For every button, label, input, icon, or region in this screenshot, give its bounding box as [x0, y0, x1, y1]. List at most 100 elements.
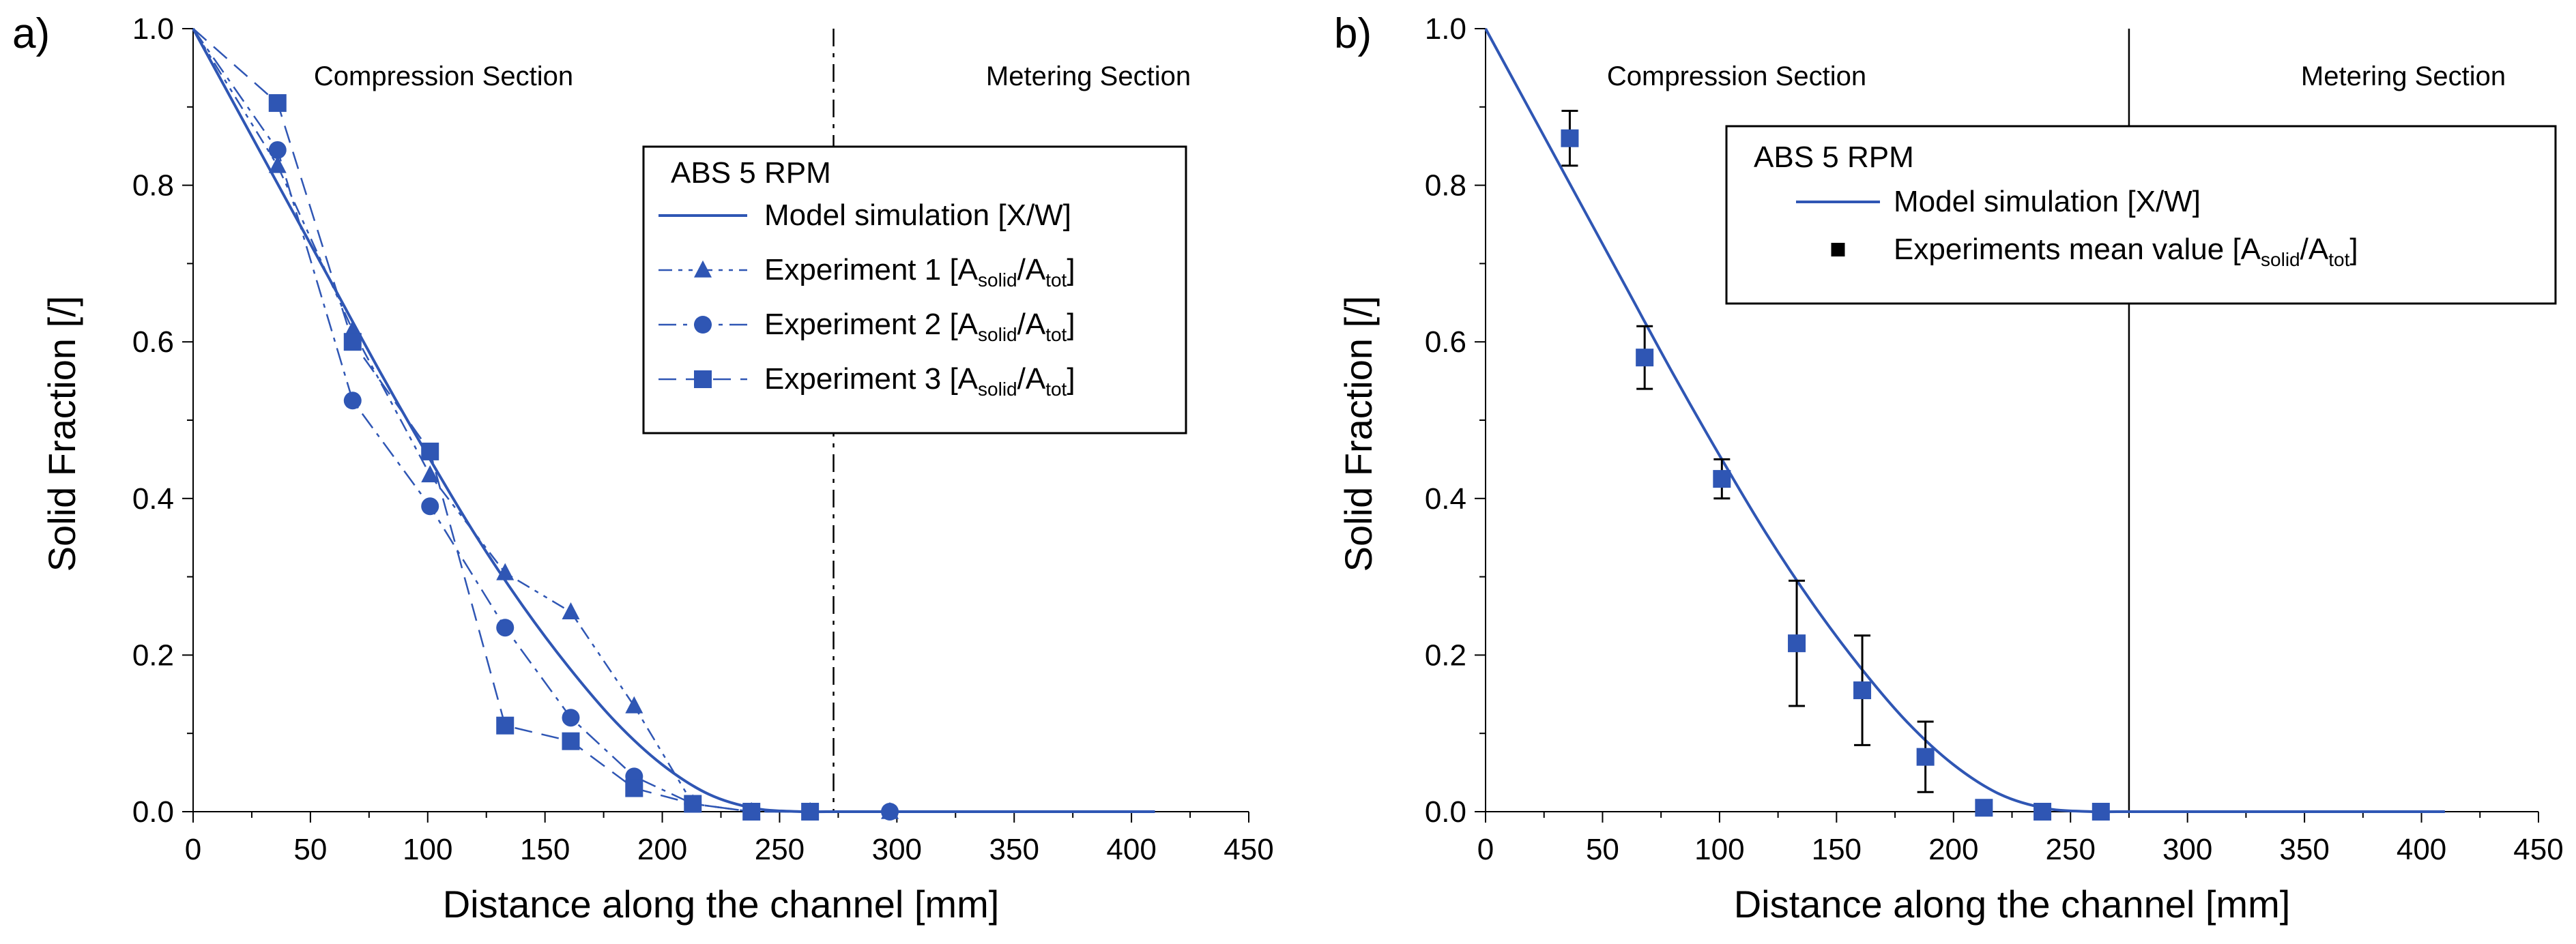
experiment-line — [192, 28, 811, 813]
legend-subscript: tot — [1045, 269, 1067, 291]
x-tick-label: 350 — [2279, 833, 2329, 866]
data-point — [562, 732, 580, 750]
data-point — [562, 602, 580, 619]
x-tick-label: 300 — [872, 833, 922, 866]
data-point — [343, 333, 362, 351]
data-point — [496, 619, 515, 637]
data-point — [496, 716, 515, 735]
x-tick-label: 0 — [185, 833, 201, 866]
series-1 — [1561, 110, 2110, 821]
x-tick-label: 400 — [2397, 833, 2446, 866]
legend-text: /A — [1017, 253, 1046, 286]
section-label-metering: Metering Section — [2301, 61, 2506, 91]
x-tick-label: 50 — [293, 833, 327, 866]
y-axis-title: Solid Fraction [/] — [40, 296, 83, 572]
data-point — [421, 497, 439, 516]
panel-label: a) — [12, 10, 50, 57]
y-tick-label: 0.0 — [132, 795, 174, 829]
x-tick-label: 350 — [989, 833, 1039, 866]
legend-title: ABS 5 RPM — [1754, 141, 1914, 174]
legend-title: ABS 5 RPM — [671, 156, 831, 190]
data-point — [1788, 634, 1806, 653]
data-point — [268, 94, 287, 113]
legend-text: ] — [1067, 362, 1075, 396]
x-tick-label: 250 — [755, 833, 805, 866]
data-point — [1561, 129, 1579, 147]
legend-box — [1725, 125, 2557, 305]
y-tick-label: 0.8 — [1425, 169, 1466, 203]
legend-text: Experiments mean value [A — [1894, 233, 2261, 266]
legend: ABS 5 RPM Model simulation [X/W] Experimen… — [642, 145, 1187, 434]
legend-subscript: solid — [978, 324, 1017, 345]
x-tick-label: 100 — [403, 833, 452, 866]
y-tick-label: 0.2 — [1425, 638, 1466, 672]
y-tick-label: 1.0 — [132, 12, 174, 46]
legend: ABS 5 RPM Model simulation [X/W] Experimen… — [1725, 125, 2557, 305]
x-tick-label: 300 — [2162, 833, 2212, 866]
legend-subscript: tot — [1045, 324, 1067, 345]
x-tick-label: 0 — [1477, 833, 1494, 866]
series-0 — [1484, 28, 2445, 814]
x-tick-label: 250 — [2046, 833, 2096, 866]
y-axis-title: Solid Fraction [/] — [1337, 296, 1380, 572]
y-tick-label: 0.0 — [1425, 795, 1466, 829]
legend-text: ] — [2349, 233, 2358, 266]
legend-box — [642, 145, 1187, 434]
data-point — [1853, 681, 1872, 700]
legend-text: Experiment 1 [A — [764, 253, 979, 286]
legend-subscript: tot — [2328, 249, 2349, 270]
x-tick-label: 400 — [1106, 833, 1156, 866]
data-point — [1916, 748, 1935, 766]
legend-subscript: solid — [978, 379, 1017, 400]
data-point — [625, 696, 643, 713]
legend-text: Experiment 2 [A — [764, 308, 979, 341]
x-axis-title: Distance along the channel [mm] — [1734, 883, 2291, 926]
series-3 — [192, 28, 820, 821]
chart-panel-a: a) 0 50 100 150 200 250 300 350 400 450 0.0 0.2 0.4 0.… — [12, 10, 1274, 926]
x-tick-label: 200 — [637, 833, 687, 866]
x-tick-label: 450 — [2513, 833, 2563, 866]
legend-text: ] — [1067, 253, 1075, 286]
legend-subscript: solid — [2261, 249, 2300, 270]
legend-entry: Experiment 2 [Asolid/Atot] — [764, 308, 1075, 345]
model-curve — [1484, 28, 2445, 814]
legend-marker — [1831, 243, 1845, 256]
legend-subscript: tot — [1045, 379, 1067, 400]
data-point — [268, 141, 287, 159]
chart-panel-b: b) 0 50 100 150 200 250 300 350 400 450 0.0 0.2 0.4 0.… — [1334, 10, 2564, 926]
y-tick-label: 0.8 — [132, 169, 174, 203]
y-tick-label: 0.6 — [132, 325, 174, 359]
legend-subscript: solid — [978, 269, 1017, 291]
x-tick-label: 200 — [1928, 833, 1978, 866]
data-point — [625, 779, 643, 797]
legend-text: Model simulation [X/W] — [764, 198, 1071, 232]
legend-text: Model simulation [X/W] — [1894, 185, 2201, 218]
y-tick-label: 0.4 — [1425, 482, 1466, 516]
data-point — [343, 392, 362, 410]
data-point — [421, 465, 439, 483]
x-tick-label: 100 — [1694, 833, 1744, 866]
legend-text: Experiment 3 [A — [764, 362, 979, 396]
section-label-compression: Compression Section — [1607, 61, 1866, 91]
legend-marker — [694, 370, 712, 388]
data-point — [421, 442, 439, 460]
data-point — [268, 156, 287, 173]
legend-marker — [694, 316, 712, 334]
data-point — [562, 709, 580, 727]
legend-text: ] — [1067, 308, 1075, 341]
x-tick-label: 450 — [1224, 833, 1273, 866]
panel-label: b) — [1334, 10, 1372, 57]
data-point — [1713, 470, 1731, 488]
x-tick-label: 50 — [1586, 833, 1619, 866]
y-tick-label: 0.2 — [132, 638, 174, 672]
y-tick-label: 0.6 — [1425, 325, 1466, 359]
data-point — [2092, 803, 2110, 821]
legend-text: /A — [2300, 233, 2329, 266]
data-point — [881, 803, 899, 821]
section-label-compression: Compression Section — [314, 61, 573, 91]
legend-entry: Experiments mean value [Asolid/Atot] — [1894, 233, 2358, 270]
data-point — [2034, 803, 2052, 821]
y-tick-label: 0.4 — [132, 482, 174, 516]
legend-entry: Model simulation [X/W] — [764, 198, 1071, 232]
